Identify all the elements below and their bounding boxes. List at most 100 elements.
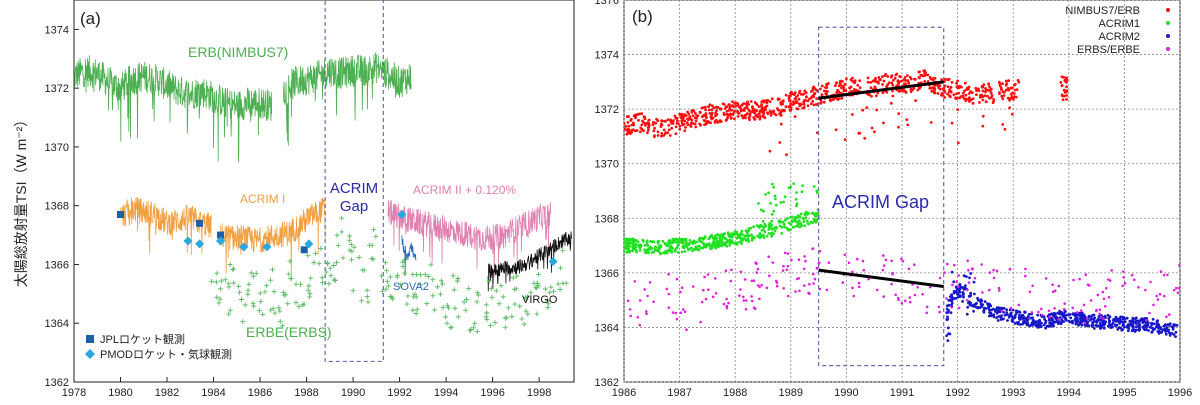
- series-point-nimbus7-erb: [909, 87, 913, 91]
- series-point-acrim1: [717, 241, 721, 244]
- series-point-nimbus7-erb: [897, 112, 901, 115]
- series-point-nimbus7-erb: [691, 114, 695, 118]
- series-point-nimbus7-erb: [711, 116, 715, 120]
- series-point-erbs-erbe: [881, 268, 885, 272]
- series-point-nimbus7-erb: [906, 74, 909, 77]
- panel-b-label: (b): [632, 7, 653, 26]
- series-point-nimbus7-erb: [791, 92, 794, 96]
- series-line-acrim-i: [120, 197, 212, 256]
- series-point-nimbus7-erb: [684, 126, 687, 129]
- series-point-nimbus7-erb: [867, 93, 870, 97]
- series-point-acrim1: [729, 241, 733, 245]
- series-point-acrim1: [787, 221, 791, 225]
- series-point-acrim1: [815, 213, 819, 217]
- series-point-nimbus7-erb: [747, 108, 751, 112]
- series-point-erbs-erbe: [1103, 305, 1107, 308]
- series-point-erbs-erbe: [803, 255, 806, 258]
- pmod-point: [262, 242, 272, 252]
- pmod-point: [183, 236, 193, 246]
- series-point-nimbus7-erb: [739, 109, 743, 113]
- series-point-nimbus7-erb: [963, 89, 966, 93]
- series-point-acrim2: [1078, 311, 1081, 315]
- panel-a-series: [74, 52, 573, 334]
- series-point-acrim1: [780, 232, 783, 235]
- series-point-nimbus7-erb: [881, 83, 884, 86]
- series-point-erbs-erbe: [1099, 316, 1103, 319]
- legend-label: ERBS/ERBE: [1077, 44, 1140, 56]
- erbe-point: [404, 301, 410, 307]
- series-point-nimbus7-erb: [1004, 79, 1008, 83]
- series-point-erbs-erbe: [724, 269, 728, 273]
- erbe-point: [384, 268, 390, 274]
- series-point-nimbus7-erb: [926, 73, 930, 77]
- erbe-point: [512, 301, 518, 307]
- series-point-nimbus7-erb: [1012, 92, 1016, 95]
- series-point-acrim2: [1063, 316, 1067, 319]
- series-point-acrim1: [715, 233, 719, 237]
- series-point-acrim2: [946, 326, 950, 330]
- series-point-nimbus7-erb: [764, 99, 767, 103]
- series-point-nimbus7-erb: [777, 108, 780, 112]
- series-point-erbs-erbe: [636, 316, 640, 319]
- series-point-nimbus7-erb: [917, 76, 921, 79]
- series-point-nimbus7-erb: [811, 100, 815, 103]
- series-point-acrim2: [945, 307, 949, 311]
- series-point-acrim2: [1036, 313, 1039, 317]
- series-point-erbs-erbe: [1000, 310, 1004, 313]
- series-point-erbs-erbe: [937, 305, 941, 309]
- series-point-nimbus7-erb: [1005, 82, 1009, 86]
- series-point-nimbus7-erb: [975, 89, 978, 92]
- x-tick-label: 1991: [890, 387, 914, 399]
- series-point-nimbus7-erb: [981, 124, 985, 128]
- series-point-nimbus7-erb: [891, 89, 894, 93]
- legend-label: NIMBUS7/ERB: [1065, 5, 1140, 17]
- series-point-nimbus7-erb: [957, 141, 960, 145]
- series-point-acrim1: [654, 245, 657, 249]
- series-point-erbs-erbe: [951, 283, 954, 287]
- series-point-nimbus7-erb: [812, 103, 816, 107]
- series-point-acrim2: [1095, 324, 1098, 328]
- erbe-point: [246, 281, 252, 287]
- series-point-acrim1: [795, 204, 798, 208]
- series-point-acrim2: [1056, 311, 1060, 315]
- series-point-acrim2: [1016, 322, 1020, 326]
- panel-b: 1986 1987 1988 1989 1990 1991 1992 1993 1994 1995…: [595, 0, 1192, 399]
- series-point-acrim2: [1134, 322, 1138, 325]
- series-point-acrim2: [1052, 324, 1056, 328]
- series-point-nimbus7-erb: [722, 111, 726, 115]
- erbe-point: [209, 278, 215, 284]
- series-point-nimbus7-erb: [845, 77, 848, 81]
- erbe-point: [288, 276, 294, 282]
- series-point-nimbus7-erb: [933, 77, 937, 80]
- series-point-acrim1: [753, 236, 756, 240]
- erbe-point: [519, 316, 525, 322]
- series-point-acrim1: [805, 210, 808, 214]
- series-point-erbs-erbe: [742, 299, 746, 302]
- series-point-nimbus7-erb: [804, 91, 808, 95]
- series-point-erbs-erbe: [781, 269, 785, 272]
- series-point-erbs-erbe: [702, 288, 705, 292]
- series-point-nimbus7-erb: [956, 108, 960, 111]
- series-point-erbs-erbe: [1098, 308, 1102, 312]
- series-point-acrim2: [1032, 318, 1035, 322]
- series-point-nimbus7-erb: [897, 90, 901, 93]
- erbe-point: [545, 304, 551, 310]
- series-point-acrim1: [725, 244, 729, 248]
- series-point-nimbus7-erb: [926, 80, 930, 83]
- series-point-acrim2: [1026, 315, 1030, 319]
- erbe-point: [217, 296, 223, 302]
- series-point-nimbus7-erb: [768, 149, 772, 153]
- series-point-nimbus7-erb: [1065, 94, 1068, 97]
- series-point-nimbus7-erb: [873, 85, 877, 89]
- erbe-point: [483, 302, 489, 308]
- series-point-nimbus7-erb: [950, 80, 954, 84]
- series-point-erbs-erbe: [1102, 297, 1106, 301]
- series-point-erbs-erbe: [626, 299, 630, 303]
- series-point-acrim2: [1127, 326, 1131, 330]
- series-point-acrim1: [716, 245, 719, 248]
- series-point-nimbus7-erb: [660, 119, 664, 123]
- series-point-erbs-erbe: [882, 264, 886, 267]
- erbe-point: [361, 267, 367, 273]
